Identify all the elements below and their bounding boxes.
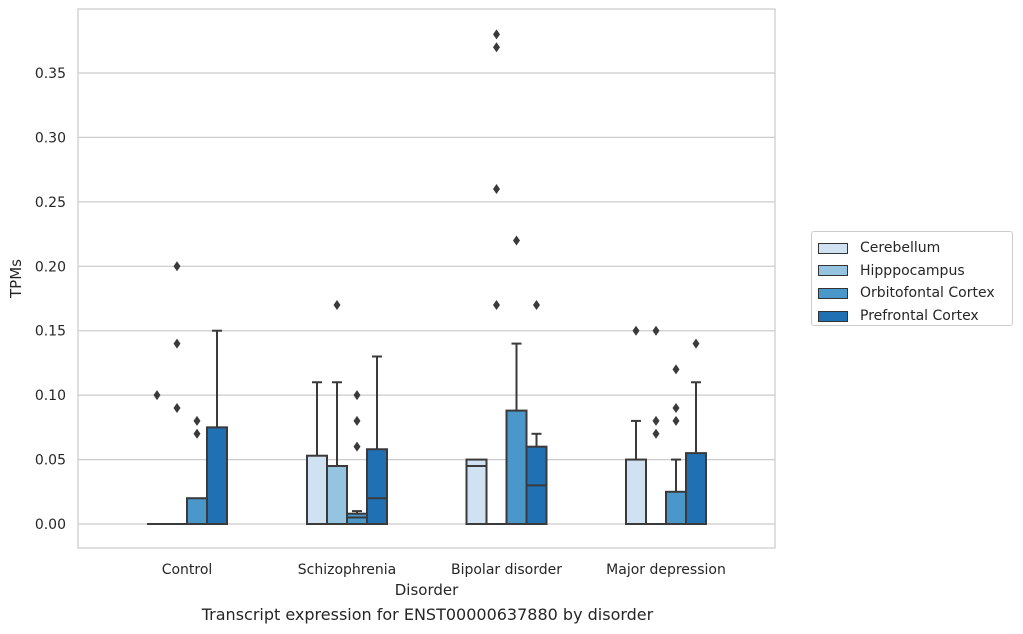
y-tick-labels: 0.00 0.05 0.10 0.15 0.20 0.25 0.30 0.35 — [35, 66, 66, 533]
box — [186, 497, 208, 526]
outlier-point — [513, 235, 520, 246]
legend-swatch — [818, 287, 848, 299]
outlier-point — [333, 299, 341, 310]
outlier-point — [493, 183, 500, 194]
outlier-point — [493, 299, 500, 310]
box — [366, 448, 388, 525]
y-tick-label: 0.20 — [35, 259, 66, 275]
outlier-point — [672, 364, 680, 375]
outlier-point — [652, 428, 660, 439]
outlier-point — [493, 42, 500, 53]
box-group — [326, 299, 348, 525]
box-group — [685, 338, 707, 525]
legend-swatch — [818, 242, 848, 254]
x-axis-title: Disorder — [395, 581, 459, 599]
outlier-point — [353, 415, 361, 426]
box-group — [346, 390, 368, 525]
legend-item: Orbitofontal Cortex — [818, 282, 1012, 305]
x-tick-labels: Control Schizophrenia Bipolar disorder Majo… — [162, 562, 726, 578]
box-group — [147, 390, 167, 525]
box-group — [665, 364, 687, 525]
gridlines — [78, 72, 775, 525]
y-tick-label: 0.00 — [35, 517, 66, 533]
x-tick-label: Major depression — [606, 562, 726, 578]
legend-swatch — [818, 265, 848, 277]
box-group — [366, 355, 388, 525]
outlier-point — [652, 325, 660, 336]
outlier-point — [692, 338, 700, 349]
x-tick-label: Bipolar disorder — [451, 562, 562, 578]
legend-item: Cerebellum — [818, 237, 1012, 260]
outlier-point — [173, 261, 181, 272]
legend-swatch — [818, 310, 848, 322]
outlier-point — [493, 29, 500, 40]
box-group — [186, 415, 208, 526]
box-group — [465, 458, 488, 526]
outlier-point — [672, 403, 680, 414]
outlier-point — [672, 415, 680, 426]
y-tick-label: 0.30 — [35, 130, 66, 146]
chart-caption: Transcript expression for ENST0000063788… — [201, 605, 654, 624]
box — [465, 458, 488, 526]
box — [206, 426, 228, 526]
legend-label: Cerebellum — [860, 240, 941, 257]
box-group — [306, 381, 328, 526]
legend-item: Hipppocampus — [818, 260, 1012, 283]
legend-label: Orbitofontal Cortex — [860, 285, 995, 302]
box-group — [167, 261, 187, 525]
box — [505, 409, 528, 525]
box-group — [525, 299, 548, 525]
box-group — [505, 235, 528, 525]
y-axis-title: TPMs — [7, 259, 25, 299]
box — [306, 454, 328, 526]
outlier-point — [533, 299, 540, 310]
y-tick-label: 0.05 — [35, 453, 66, 469]
box-group — [486, 29, 507, 525]
box — [346, 512, 368, 525]
outlier-point — [652, 415, 660, 426]
outlier-point — [353, 441, 361, 452]
box — [685, 452, 707, 525]
y-tick-label: 0.35 — [35, 66, 66, 82]
legend-item: Prefrontal Cortex — [818, 305, 1012, 328]
box — [665, 490, 687, 525]
outlier-point — [173, 403, 181, 414]
box — [326, 465, 348, 525]
y-tick-label: 0.25 — [35, 195, 66, 211]
outlier-point — [173, 338, 181, 349]
box-group — [206, 329, 228, 526]
outlier-point — [193, 428, 201, 439]
y-tick-label: 0.15 — [35, 324, 66, 340]
legend-label: Prefrontal Cortex — [860, 308, 979, 325]
outlier-point — [632, 325, 640, 336]
x-tick-label: Schizophrenia — [298, 562, 396, 578]
boxes — [147, 29, 707, 526]
box — [625, 458, 647, 526]
outlier-point — [193, 415, 201, 426]
legend-label: Hipppocampus — [860, 262, 965, 279]
box-group — [646, 325, 666, 525]
outlier-point — [353, 390, 361, 401]
y-tick-label: 0.10 — [35, 388, 66, 404]
box-group — [625, 325, 647, 526]
x-tick-label: Control — [162, 562, 213, 578]
outlier-point — [153, 390, 161, 401]
legend: Cerebellum Hipppocampus Orbitofontal Corte… — [811, 231, 1013, 326]
plot-area-frame — [77, 8, 776, 549]
